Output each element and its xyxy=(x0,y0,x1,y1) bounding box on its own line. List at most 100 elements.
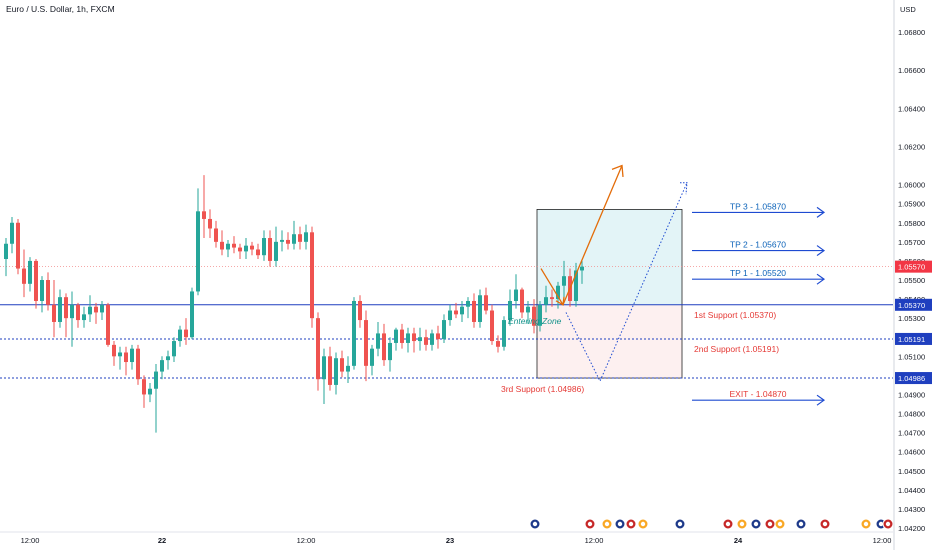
candle-body xyxy=(292,234,296,244)
dotted-arrowhead xyxy=(680,182,688,195)
candle-body xyxy=(214,228,218,242)
candle-body xyxy=(250,245,254,250)
candle-body xyxy=(166,356,170,361)
candle-body xyxy=(406,333,410,343)
event-flag-inner-icon xyxy=(617,521,623,527)
price-tick-label: 1.05800 xyxy=(898,219,925,228)
candle-body xyxy=(538,304,542,326)
candle-body xyxy=(238,247,242,252)
candle-body xyxy=(64,297,68,319)
price-tick-label: 1.05700 xyxy=(898,238,925,247)
candle-body xyxy=(298,234,302,242)
candle-body xyxy=(196,211,200,292)
label-1st-support: 1st Support (1.05370) xyxy=(694,310,776,320)
price-tag-label: 1.05570 xyxy=(898,263,925,272)
price-tag-label: 1.04986 xyxy=(898,374,925,383)
candle-body xyxy=(16,222,20,269)
candle-body xyxy=(448,310,452,321)
event-flag-inner-icon xyxy=(725,521,731,527)
candle-body xyxy=(442,320,446,340)
candle-body xyxy=(112,344,116,357)
symbol-title: Euro / U.S. Dollar, 1h, FXCM xyxy=(6,4,115,14)
event-flag-inner-icon xyxy=(777,521,783,527)
event-flag-inner-icon xyxy=(878,521,884,527)
candle-body xyxy=(160,360,164,372)
candle-body xyxy=(130,348,134,363)
event-flag-inner-icon xyxy=(767,521,773,527)
candle-body xyxy=(286,239,290,244)
target-label-3: EXIT - 1.04870 xyxy=(729,389,786,399)
candle-body xyxy=(460,306,464,315)
candle-body xyxy=(256,249,260,256)
candle-body xyxy=(76,304,80,321)
candle-body xyxy=(46,280,50,305)
candle-body xyxy=(322,356,326,380)
candle-body xyxy=(358,300,362,321)
candle-body xyxy=(352,300,356,366)
candle-body xyxy=(388,342,392,361)
currency-label: USD xyxy=(900,5,916,14)
candle-body xyxy=(280,239,284,242)
entry-zone xyxy=(537,304,682,379)
price-tick-label: 1.06600 xyxy=(898,66,925,75)
target-arrowhead xyxy=(816,245,826,257)
price-axis-bg xyxy=(894,0,932,550)
time-tick-label: 12:00 xyxy=(297,536,316,545)
candle-body xyxy=(226,243,230,250)
candle-body xyxy=(124,352,128,363)
candle-body xyxy=(526,306,530,313)
price-tick-label: 1.04700 xyxy=(898,429,925,438)
candle-body xyxy=(472,300,476,322)
target-label-0: TP 3 - 1.05870 xyxy=(730,201,786,211)
candle-body xyxy=(208,218,212,229)
candle-body xyxy=(220,241,224,250)
candle-body xyxy=(478,295,482,322)
event-flag-inner-icon xyxy=(753,521,759,527)
price-tag xyxy=(895,332,932,345)
candle-body xyxy=(100,304,104,313)
candle-body xyxy=(334,358,338,385)
price-tick-label: 1.04500 xyxy=(898,467,925,476)
price-tag xyxy=(895,372,932,385)
candle-body xyxy=(400,329,404,343)
dotted-path-arrow xyxy=(565,182,688,383)
event-flag-inner-icon xyxy=(628,521,634,527)
candle-body xyxy=(148,388,152,395)
price-tick-label: 1.06000 xyxy=(898,181,925,190)
candle-body xyxy=(34,260,38,301)
target-label-1: TP 2 - 1.05670 xyxy=(730,240,786,250)
price-tick-label: 1.06400 xyxy=(898,104,925,113)
event-flag-inner-icon xyxy=(677,521,683,527)
candle-body xyxy=(190,291,194,338)
event-flag-inner-icon xyxy=(739,521,745,527)
candle-body xyxy=(502,320,506,347)
event-flag-inner-icon xyxy=(863,521,869,527)
candle-body xyxy=(508,300,512,321)
label-2nd-support: 2nd Support (1.05191) xyxy=(694,344,779,354)
price-tick-label: 1.05300 xyxy=(898,314,925,323)
price-tag xyxy=(895,298,932,311)
candle-body xyxy=(382,333,386,361)
candle-body xyxy=(412,333,416,342)
candle-body xyxy=(466,300,470,307)
time-tick-label: 24 xyxy=(734,536,743,545)
time-tick-label: 22 xyxy=(158,536,166,545)
candle-body xyxy=(316,318,320,380)
candle-body xyxy=(370,348,374,366)
time-tick-label: 12:00 xyxy=(873,536,892,545)
price-tag-label: 1.05370 xyxy=(898,301,925,310)
time-tick-label: 23 xyxy=(446,536,454,545)
candle-body xyxy=(58,297,62,322)
label-3rd-support: 3rd Support (1.04986) xyxy=(501,384,584,394)
event-flag-inner-icon xyxy=(640,521,646,527)
candle-body xyxy=(268,238,272,261)
label-entering-zone: Entering Zone xyxy=(508,316,562,326)
candle-body xyxy=(262,238,266,256)
candle-body xyxy=(532,306,536,326)
price-tick-label: 1.04600 xyxy=(898,448,925,457)
candle-body xyxy=(184,329,188,338)
candle-body xyxy=(10,222,14,244)
candle-body xyxy=(244,245,248,252)
price-tick-label: 1.04300 xyxy=(898,505,925,514)
